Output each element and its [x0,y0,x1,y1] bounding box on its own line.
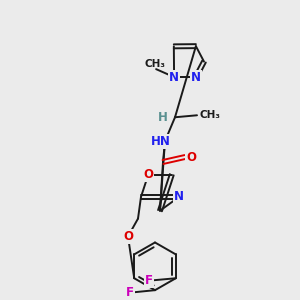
Text: O: O [143,168,153,181]
Text: H: H [158,111,168,124]
Text: O: O [123,230,133,243]
Text: N: N [174,190,184,203]
Text: F: F [126,286,134,299]
Text: F: F [145,274,153,287]
Text: CH₃: CH₃ [200,110,221,120]
Text: N: N [191,70,201,84]
Text: HN: HN [151,135,171,148]
Text: CH₃: CH₃ [145,59,166,69]
Text: N: N [169,70,179,84]
Text: O: O [186,151,196,164]
